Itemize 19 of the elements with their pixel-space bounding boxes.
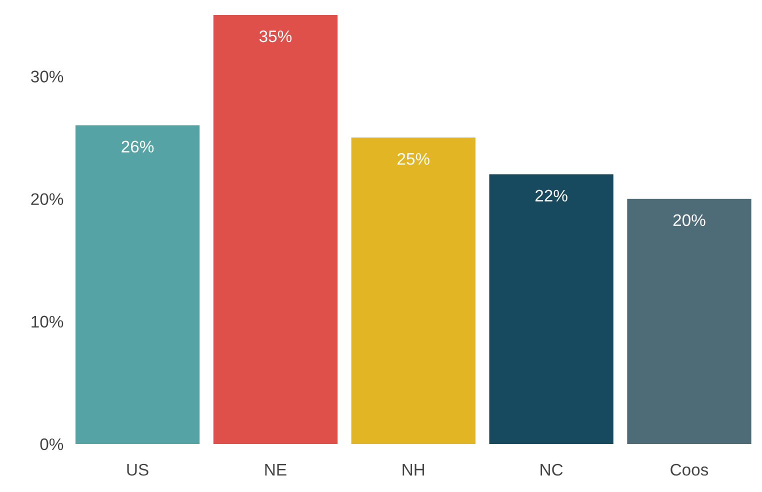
data-label: 20%: [673, 214, 706, 226]
data-label: 35%: [259, 30, 292, 42]
data-label: 22%: [535, 190, 568, 202]
y-tick-label: 0%: [40, 438, 64, 450]
x-tick-label: US: [127, 464, 148, 476]
x-tick-label: NH: [402, 464, 424, 476]
data-label: 25%: [398, 152, 430, 165]
bar: [351, 138, 476, 444]
bar: [213, 14, 338, 444]
bar: [75, 125, 200, 444]
y-tick-label: 10%: [32, 316, 64, 328]
data-label: 26%: [122, 140, 154, 153]
x-tick-label: NE: [265, 464, 286, 476]
x-tick-label: NC: [540, 464, 563, 476]
y-tick-label: 20%: [31, 193, 64, 206]
y-tick-label: 30%: [31, 70, 64, 82]
bar: [489, 174, 614, 444]
bar: [627, 198, 752, 444]
x-tick-label: Coos: [670, 464, 708, 476]
